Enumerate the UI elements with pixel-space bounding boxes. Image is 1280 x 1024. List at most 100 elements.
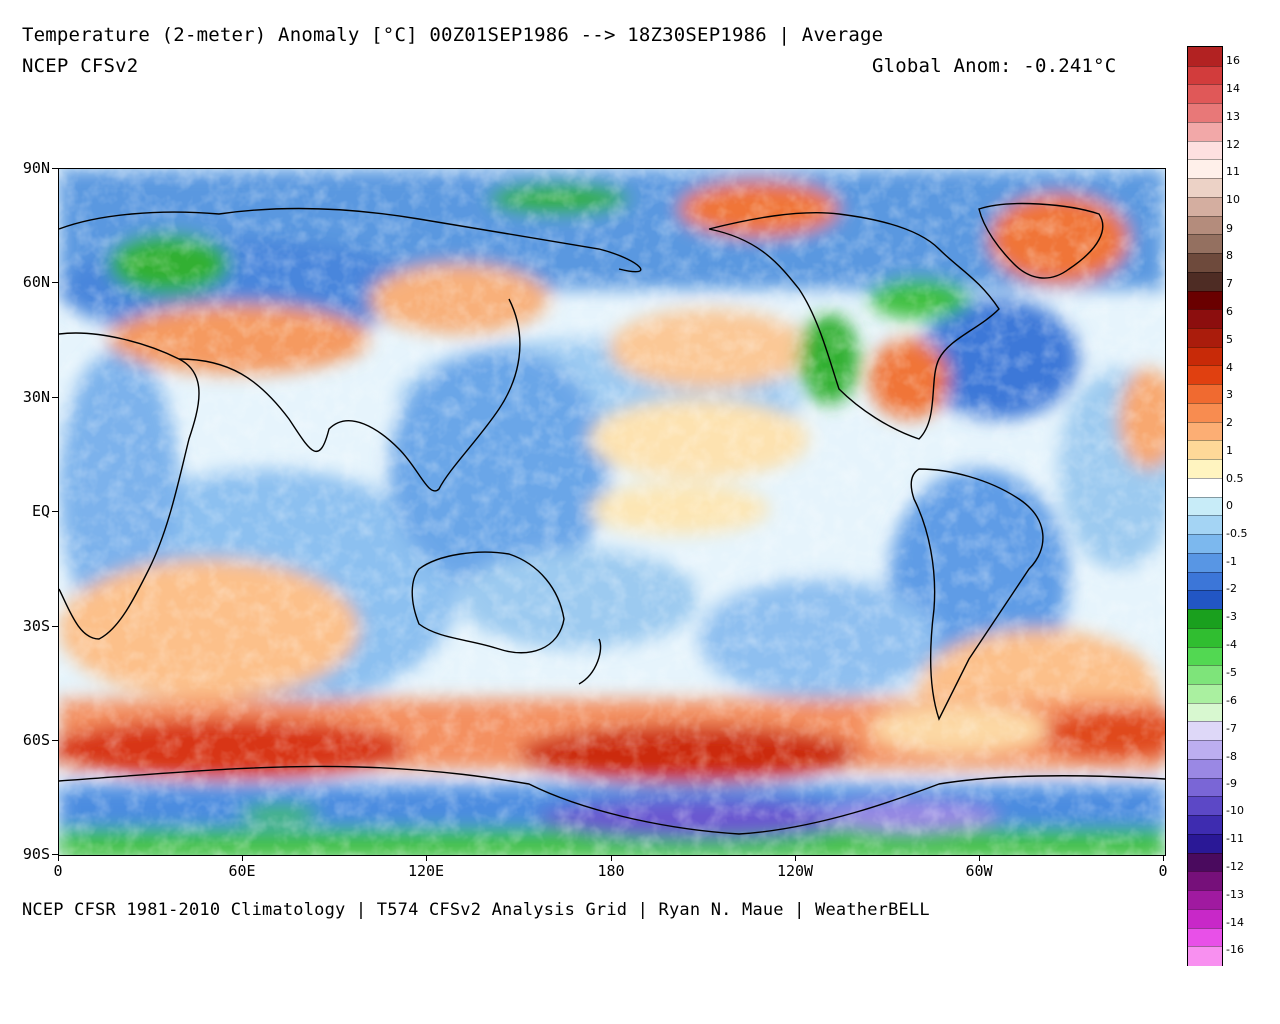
legend-label: -14: [1226, 916, 1244, 929]
legend-swatch: [1188, 65, 1222, 86]
legend-swatch: [1188, 234, 1222, 255]
legend-label: 6: [1226, 305, 1233, 318]
lon-tick: [58, 855, 59, 861]
lat-tick: [52, 397, 58, 398]
legend-label: 1: [1226, 444, 1233, 457]
legend-swatch: [1188, 421, 1222, 442]
legend-label: 11: [1226, 165, 1240, 178]
legend-label: -11: [1226, 832, 1244, 845]
lon-label: 60E: [228, 862, 256, 880]
lon-label: 0: [1158, 862, 1168, 880]
lat-tick: [52, 740, 58, 741]
legend-swatch: [1188, 609, 1222, 630]
legend-swatch: [1188, 927, 1222, 948]
legend-swatch: [1188, 253, 1222, 274]
legend-label: -1: [1226, 555, 1237, 568]
legend-swatch: [1188, 477, 1222, 499]
legend-label: -2: [1226, 582, 1237, 595]
legend-swatch: [1188, 702, 1222, 723]
legend-label: -0.5: [1226, 527, 1248, 540]
legend-label: 16: [1226, 54, 1240, 67]
legend-label: -3: [1226, 610, 1237, 623]
legend-swatch: [1188, 309, 1222, 330]
legend-swatch: [1188, 346, 1222, 367]
legend-swatch: [1188, 852, 1222, 873]
legend-swatch: [1188, 196, 1222, 218]
legend-label: -13: [1226, 888, 1244, 901]
lat-label: EQ: [31, 502, 50, 520]
lat-label: 60S: [22, 731, 50, 749]
legend-swatch: [1188, 459, 1222, 480]
legend-label: 3: [1226, 388, 1233, 401]
legend-label: -7: [1226, 722, 1237, 735]
anomaly-field: [59, 169, 1165, 855]
legend-label: -8: [1226, 750, 1237, 763]
legend-label: 0: [1226, 499, 1233, 512]
global-anomaly: Global Anom: -0.241°C: [872, 55, 1117, 77]
legend-swatch: [1188, 328, 1222, 349]
legend-swatch: [1188, 271, 1222, 293]
legend-swatch: [1188, 777, 1222, 798]
lat-tick: [52, 282, 58, 283]
legend-swatch: [1188, 627, 1222, 648]
anomaly-map: [58, 168, 1166, 856]
legend-swatch: [1188, 552, 1222, 574]
legend-swatch: [1188, 871, 1222, 892]
lon-label: 0: [53, 862, 63, 880]
lon-tick: [979, 855, 980, 861]
legend-label: 8: [1226, 249, 1233, 262]
footer-credit: NCEP CFSR 1981-2010 Climatology | T574 C…: [22, 900, 930, 920]
coastlines: [59, 202, 1165, 835]
legend-swatch: [1188, 402, 1222, 424]
color-legend: [1187, 46, 1223, 967]
legend-label: -4: [1226, 638, 1237, 651]
lat-label: 90N: [22, 159, 50, 177]
lon-label: 120W: [776, 862, 814, 880]
legend-label: 9: [1226, 222, 1233, 235]
legend-swatch: [1188, 534, 1222, 555]
legend-swatch: [1188, 683, 1222, 705]
legend-swatch: [1188, 384, 1222, 405]
legend-swatch: [1188, 758, 1222, 780]
legend-swatch: [1188, 665, 1222, 686]
legend-label: -16: [1226, 943, 1244, 956]
legend-label: 7: [1226, 277, 1233, 290]
legend-label: 13: [1226, 110, 1240, 123]
legend-swatch: [1188, 496, 1222, 517]
legend-label: 4: [1226, 361, 1233, 374]
legend-label: -10: [1226, 804, 1244, 817]
legend-label: 5: [1226, 333, 1233, 346]
legend-swatch: [1188, 571, 1222, 592]
legend-swatch: [1188, 215, 1222, 236]
legend-swatch: [1188, 365, 1222, 386]
lat-tick: [52, 854, 58, 855]
lon-tick: [426, 855, 427, 861]
lon-tick: [242, 855, 243, 861]
legend-swatch: [1188, 590, 1222, 611]
map-title: Temperature (2-meter) Anomaly [°C] 00Z01…: [22, 24, 884, 46]
legend-swatch: [1188, 440, 1222, 461]
legend-swatch: [1188, 103, 1222, 124]
lat-label: 30N: [22, 388, 50, 406]
legend-swatch: [1188, 721, 1222, 742]
legend-label: -12: [1226, 860, 1244, 873]
lon-label: 60W: [965, 862, 993, 880]
lon-tick: [611, 855, 612, 861]
lat-label: 60N: [22, 273, 50, 291]
legend-label: 12: [1226, 138, 1240, 151]
legend-label: 2: [1226, 416, 1233, 429]
legend-swatch: [1188, 740, 1222, 761]
lat-tick: [52, 168, 58, 169]
legend-swatch: [1188, 815, 1222, 836]
legend-swatch: [1188, 515, 1222, 536]
lat-tick: [52, 511, 58, 512]
legend-swatch: [1188, 890, 1222, 911]
legend-label: -6: [1226, 694, 1237, 707]
legend-swatch: [1188, 178, 1222, 199]
legend-swatch: [1188, 140, 1222, 161]
legend-swatch: [1188, 84, 1222, 105]
legend-swatch: [1188, 290, 1222, 311]
legend-swatch: [1188, 796, 1222, 817]
legend-label: 14: [1226, 82, 1240, 95]
legend-label: -5: [1226, 666, 1237, 679]
